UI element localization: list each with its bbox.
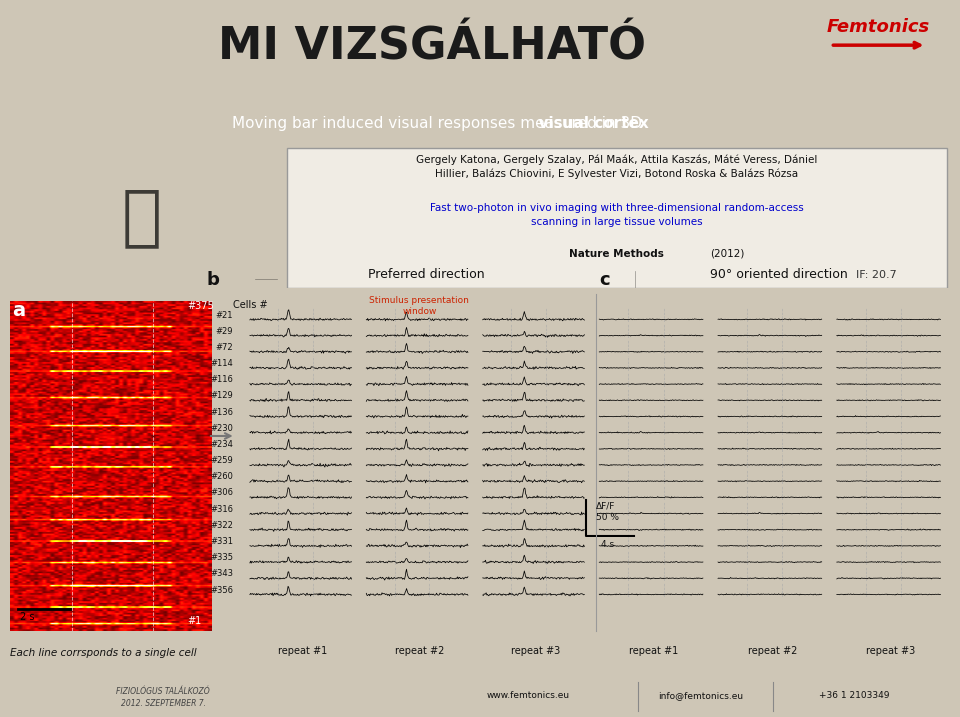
Text: MI VIZSGÁLHATÓ: MI VIZSGÁLHATÓ [218, 25, 646, 68]
Text: Each line corrsponds to a single cell: Each line corrsponds to a single cell [10, 648, 196, 658]
Text: Femtonics: Femtonics [827, 18, 930, 36]
Text: info@femtonics.eu: info@femtonics.eu [659, 691, 743, 701]
Text: #331: #331 [210, 537, 233, 546]
Text: Cells #: Cells # [233, 300, 268, 310]
Text: #1: #1 [187, 616, 202, 626]
Text: #21: #21 [216, 310, 233, 320]
Text: #356: #356 [210, 586, 233, 594]
Text: #114: #114 [210, 359, 233, 368]
Text: b: b [206, 271, 219, 290]
Text: ΔF/F
50 %: ΔF/F 50 % [596, 501, 619, 521]
Text: #234: #234 [210, 440, 233, 449]
Text: #260: #260 [210, 473, 233, 481]
Text: #343: #343 [210, 569, 233, 579]
Text: Gergely Katona, Gergely Szalay, Pál Maák, Attila Kaszás, Máté Veress, Dániel
Hil: Gergely Katona, Gergely Szalay, Pál Maák… [416, 154, 818, 179]
Text: +36 1 2103349: +36 1 2103349 [819, 691, 890, 701]
Text: 90° oriented direction: 90° oriented direction [710, 268, 849, 281]
Text: #316: #316 [210, 505, 233, 513]
Text: #29: #29 [216, 327, 233, 336]
Text: www.femtonics.eu: www.femtonics.eu [487, 691, 569, 701]
Text: #116: #116 [210, 375, 233, 384]
Text: Nature Methods: Nature Methods [569, 249, 664, 259]
Text: c: c [599, 271, 610, 290]
Text: #230: #230 [210, 424, 233, 433]
Text: Fast two-photon in vivo imaging with three-dimensional random-access
scanning in: Fast two-photon in vivo imaging with thr… [430, 204, 804, 227]
Text: repeat #1: repeat #1 [629, 646, 678, 656]
Text: 4 s: 4 s [601, 540, 613, 549]
Text: #129: #129 [210, 391, 233, 400]
Text: #322: #322 [210, 521, 233, 530]
Text: repeat #3: repeat #3 [866, 646, 916, 656]
Text: 2 s: 2 s [19, 612, 35, 622]
Text: 🔬: 🔬 [122, 184, 161, 251]
Text: #136: #136 [210, 407, 233, 417]
Text: #72: #72 [216, 343, 233, 352]
Text: #259: #259 [210, 456, 233, 465]
Text: #306: #306 [210, 488, 233, 498]
Text: a: a [12, 301, 26, 320]
Text: IF: 20.7: IF: 20.7 [856, 270, 897, 280]
Text: Stimulus presentation
window: Stimulus presentation window [370, 295, 469, 315]
Text: (2012): (2012) [710, 249, 745, 259]
Text: visual cortex: visual cortex [234, 116, 649, 131]
Text: #375: #375 [187, 301, 214, 311]
Text: repeat #3: repeat #3 [512, 646, 561, 656]
Text: #335: #335 [210, 554, 233, 562]
Text: repeat #2: repeat #2 [748, 646, 797, 656]
Text: FIZIOLÓGUS TALÁLKOZÓ
2012. SZEPTEMBER 7.: FIZIOLÓGUS TALÁLKOZÓ 2012. SZEPTEMBER 7. [116, 688, 210, 708]
FancyBboxPatch shape [286, 148, 948, 288]
Text: Moving bar induced visual responses measured in 3D: Moving bar induced visual responses meas… [231, 116, 652, 131]
Text: repeat #1: repeat #1 [278, 646, 327, 656]
Text: Preferred direction: Preferred direction [368, 268, 485, 281]
Text: repeat #2: repeat #2 [395, 646, 444, 656]
